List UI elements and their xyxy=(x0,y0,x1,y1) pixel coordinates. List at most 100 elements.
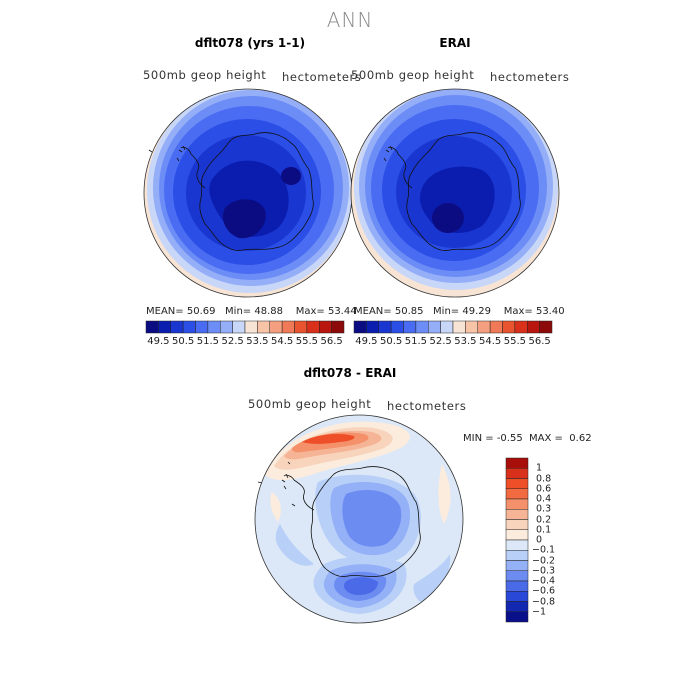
diff-colorbar-swatch xyxy=(505,478,529,489)
panel-2-colorbar-swatch xyxy=(415,320,429,334)
panel-1-colorbar-swatch xyxy=(331,320,345,334)
diff-colorbar-tick-label: 0.3 xyxy=(536,503,552,515)
diff-min: -0.55 xyxy=(496,433,523,444)
diff-colorbar-swatch xyxy=(505,509,529,520)
panel-1-colorbar-swatch xyxy=(182,320,196,334)
diff-colorbar-swatch xyxy=(505,601,529,612)
diff-colorbar-tick-label: −1 xyxy=(532,606,547,618)
panel-1-colorbar-swatch xyxy=(257,320,270,334)
panel-2-max: 53.40 xyxy=(535,306,565,317)
panel-2-min: 49.29 xyxy=(462,306,491,317)
diff-colorbar-tick-label: −0.2 xyxy=(532,555,556,566)
panel-1-colorbar-swatch xyxy=(145,320,159,334)
panel-1-colorbar xyxy=(145,320,345,334)
panel-1-colorbar-tick-label: 54.5 xyxy=(270,336,294,347)
diff-min-max: MIN = -0.55 MAX = 0.62 xyxy=(463,433,592,444)
panel-2-colorbar-swatch xyxy=(465,320,478,334)
panel-1-colorbar-ticks: 49.5 50.5 51.5 52.5 53.5 54.5 55.5 56.5 xyxy=(146,336,344,348)
panel-1-colorbar-swatch xyxy=(158,320,171,334)
panel-2-units: hectometers xyxy=(490,70,570,84)
diff-colorbar-tick-label: 0.2 xyxy=(536,514,552,525)
diff-colorbar-tick-label: −0.8 xyxy=(532,596,556,607)
diff-polar-map xyxy=(254,414,464,624)
diff-colorbar-tick-label: −0.4 xyxy=(532,575,556,587)
panel-2-colorbar-swatch xyxy=(390,320,404,334)
panel-1-colorbar-swatch xyxy=(269,320,283,334)
panel-2-colorbar-tick-label: 51.5 xyxy=(404,336,428,347)
diff-colorbar-swatch xyxy=(505,570,529,582)
figure-title: ANN xyxy=(326,8,374,32)
panel-2-title: ERAI xyxy=(439,36,471,50)
panel-1-title: dflt078 (yrs 1-1) xyxy=(194,36,306,50)
diff-colorbar-tick-label: −0.1 xyxy=(532,544,556,556)
diff-panel-units: hectometers xyxy=(387,399,467,413)
panel-1-colorbar-swatch xyxy=(306,320,320,334)
panel-2-colorbar-swatch xyxy=(403,320,417,334)
panel-1-colorbar-swatch xyxy=(244,320,258,334)
panel-2-colorbar-swatch xyxy=(477,320,491,334)
panel-2-polar-map xyxy=(350,88,560,298)
panel-1-colorbar-swatch xyxy=(232,320,246,334)
panel-2-colorbar-swatch xyxy=(539,320,553,334)
diff-colorbar-tick-label: −0.3 xyxy=(532,565,556,577)
diff-colorbar-swatch xyxy=(505,457,529,469)
panel-2-stats: MEAN= 50.85 Min= 49.29 Max= 53.40 xyxy=(354,306,565,317)
diff-colorbar-tick-label: 0.4 xyxy=(536,493,552,505)
diff-colorbar-tick-label: 0.1 xyxy=(536,524,552,536)
panel-2-colorbar-tick-label: 52.5 xyxy=(429,336,452,347)
diff-colorbar-swatch xyxy=(505,498,529,510)
panel-1-polar-map xyxy=(143,88,353,298)
panel-2-colorbar-swatch xyxy=(440,320,454,334)
panel-1-colorbar-swatch xyxy=(170,320,184,334)
diff-colorbar-swatch xyxy=(505,539,529,551)
panel-2-variable: 500mb geop height xyxy=(351,68,475,82)
diff-colorbar-swatch xyxy=(505,550,529,561)
panel-2-colorbar-swatch xyxy=(489,320,503,334)
diff-colorbar xyxy=(505,457,529,623)
panel-1-colorbar-swatch xyxy=(319,320,332,334)
panel-2-colorbar-tick-label: 54.5 xyxy=(478,336,502,347)
panel-2-colorbar-swatch xyxy=(428,320,441,334)
panel-2-colorbar-tick-label: 49.5 xyxy=(355,336,378,347)
diff-colorbar-tick-label: 0 xyxy=(536,534,543,546)
panel-1-colorbar-swatch xyxy=(207,320,221,334)
panel-2-mean: 50.85 xyxy=(394,306,424,317)
diff-colorbar-swatch xyxy=(505,611,529,623)
diff-colorbar-swatch xyxy=(505,580,529,592)
diff-panel-variable: 500mb geop height xyxy=(248,397,372,411)
panel-2-colorbar-tick-label: 55.5 xyxy=(503,336,527,347)
diff-colorbar-swatch xyxy=(505,529,529,541)
panel-1-stats: MEAN= 50.69 Min= 48.88 Max= 53.44 xyxy=(146,306,357,317)
diff-panel-title: dflt078 - ERAI xyxy=(303,366,397,380)
panel-2-colorbar-tick-label: 50.5 xyxy=(379,336,403,347)
panel-2-colorbar-swatch xyxy=(378,320,392,334)
panel-1-colorbar-tick-label: 50.5 xyxy=(171,336,195,347)
panel-1-variable: 500mb geop height xyxy=(143,68,267,82)
panel-1-colorbar-swatch xyxy=(220,320,233,334)
panel-1-colorbar-tick-label: 56.5 xyxy=(320,336,343,347)
diff-colorbar-swatch xyxy=(505,488,529,500)
panel-1-colorbar-swatch xyxy=(195,320,209,334)
diff-colorbar-tick-label: 1 xyxy=(536,462,543,474)
diff-colorbar-swatch xyxy=(505,591,529,602)
diff-colorbar-tick-label: 0.8 xyxy=(536,473,552,484)
diff-colorbar-swatch xyxy=(505,519,529,530)
panel-2-colorbar-swatch xyxy=(527,320,540,334)
diff-colorbar-ticks: 1 0.8 0.6 0.4 0.3 0.2 0.1 0 −0.1 −0.2 −0.3 −0.4 −0.6… xyxy=(532,458,576,622)
panel-1-colorbar-tick-label: 49.5 xyxy=(147,336,170,347)
diff-colorbar-tick-label: 0.6 xyxy=(536,483,552,495)
panel-2-colorbar-swatch xyxy=(514,320,528,334)
panel-1-min: 48.88 xyxy=(254,306,283,317)
diff-colorbar-swatch xyxy=(505,560,529,571)
panel-1-units: hectometers xyxy=(282,70,362,84)
diff-max: 0.62 xyxy=(569,433,592,444)
panel-1-colorbar-swatch xyxy=(281,320,295,334)
panel-2-colorbar-tick-label: 56.5 xyxy=(528,336,551,347)
panel-1-colorbar-tick-label: 52.5 xyxy=(221,336,244,347)
panel-1-max: 53.44 xyxy=(327,306,357,317)
panel-2-colorbar-tick-label: 53.5 xyxy=(454,336,477,347)
panel-2-colorbar-swatch xyxy=(452,320,466,334)
panel-2-colorbar xyxy=(353,320,553,334)
panel-1-colorbar-tick-label: 55.5 xyxy=(295,336,319,347)
panel-2-colorbar-ticks: 49.5 50.5 51.5 52.5 53.5 54.5 55.5 56.5 xyxy=(354,336,552,348)
